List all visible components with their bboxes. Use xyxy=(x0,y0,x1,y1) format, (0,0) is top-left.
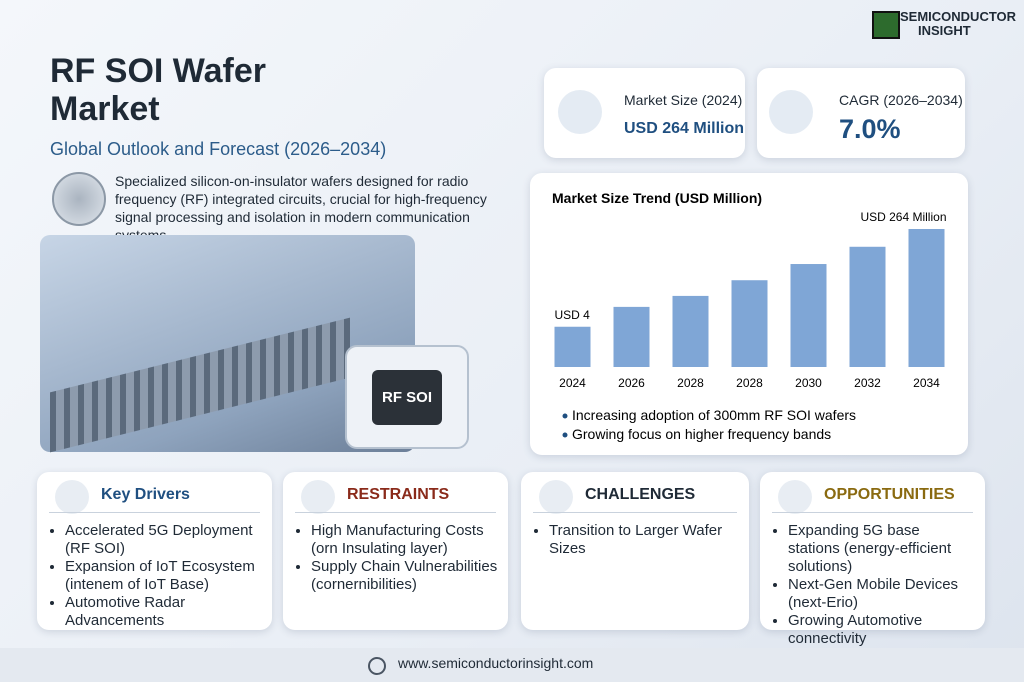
subtitle: Global Outlook and Forecast (2026–2034) xyxy=(50,139,387,159)
divider xyxy=(49,512,260,513)
bar xyxy=(731,280,768,367)
logo: SEMICONDUCTOR INSIGHT xyxy=(900,10,1016,38)
card-item: Growing Automotive connectivity xyxy=(788,612,975,648)
card-icon xyxy=(55,480,89,514)
stat-icon xyxy=(558,90,602,134)
bar xyxy=(672,295,709,367)
bar xyxy=(613,306,650,367)
chip-label: RF SOI xyxy=(372,369,442,425)
stat-label: CAGR (2026–2034) xyxy=(839,92,963,108)
chart-panel: Market Size Trend (USD Million) 2024 2026… xyxy=(530,173,968,455)
card: OPPORTUNITIES Expanding 5G base stations … xyxy=(760,472,985,647)
stat-label: Market Size (2024) xyxy=(624,92,743,108)
x-tick-label: 2028 xyxy=(736,376,763,390)
card-title: CHALLENGES xyxy=(585,486,696,503)
card-list: High Manufacturing Costs (orn Insulating… xyxy=(297,522,498,594)
annotation: USD 4 xyxy=(555,308,591,322)
card-item: Expansion of IoT Ecosystem (intenem of I… xyxy=(65,558,262,594)
stat-value: USD 264 Million xyxy=(624,120,745,137)
logo-text: INSIGHT xyxy=(918,23,971,38)
stat-card: CAGR (2026–2034) 7.0% xyxy=(757,68,965,158)
card-item: Accelerated 5G Deployment (RF SOI) xyxy=(65,522,262,558)
x-tick-label: 2024 xyxy=(559,376,586,390)
card-list: Accelerated 5G Deployment (RF SOI)Expans… xyxy=(51,522,262,630)
divider xyxy=(533,512,737,513)
card-item: Automotive Radar Advancements xyxy=(65,594,262,630)
card-item: Supply Chain Vulnerabilities (cornernibi… xyxy=(311,558,498,594)
note: Growing focus on higher frequency bands xyxy=(572,426,831,442)
card-item: Next-Gen Mobile Devices (next-Erio) xyxy=(788,576,975,612)
bar xyxy=(554,326,591,367)
logo-text: SEMICONDUCTOR xyxy=(900,9,1017,24)
card-list: Expanding 5G base stations (energy-effic… xyxy=(774,522,975,648)
card-icon xyxy=(778,480,812,514)
card-item: Transition to Larger Wafer Sizes xyxy=(549,522,739,558)
stat-value: 7.0% xyxy=(839,114,901,144)
note: Increasing adoption of 300mm RF SOI wafe… xyxy=(572,407,856,423)
x-tick-label: 2034 xyxy=(913,376,940,390)
footer-url: www.semiconductorinsight.com xyxy=(398,655,594,671)
card: CHALLENGES Transition to Larger Wafer Siz… xyxy=(521,472,749,630)
bar xyxy=(849,246,886,367)
bullet xyxy=(562,432,568,438)
divider xyxy=(772,512,973,513)
footer: www.semiconductorinsight.com xyxy=(0,648,1024,682)
card-title: OPPORTUNITIES xyxy=(824,486,955,503)
globe-icon xyxy=(368,657,386,675)
card-icon xyxy=(539,480,573,514)
logo-icon xyxy=(872,11,900,39)
card: Key Drivers Accelerated 5G Deployment (RF… xyxy=(37,472,272,630)
x-tick-label: 2028 xyxy=(677,376,704,390)
card-list: Transition to Larger Wafer Sizes xyxy=(535,522,739,558)
chip-frame: RF SOI xyxy=(345,345,469,449)
stat-icon xyxy=(769,90,813,134)
divider xyxy=(295,512,496,513)
conveyor xyxy=(50,317,350,453)
card-item: Expanding 5G base stations (energy-effic… xyxy=(788,522,975,576)
x-tick-label: 2032 xyxy=(854,376,881,390)
chart-title: Market Size Trend (USD Million) xyxy=(552,190,762,206)
card-title: Key Drivers xyxy=(101,486,190,503)
card: RESTRAINTS High Manufacturing Costs (orn … xyxy=(283,472,508,630)
card-title: RESTRAINTS xyxy=(347,486,450,503)
card-icon xyxy=(301,480,335,514)
bar xyxy=(908,229,945,367)
illustration: RF SOI xyxy=(40,235,469,453)
wafer-icon xyxy=(52,172,106,226)
x-tick-label: 2030 xyxy=(795,376,822,390)
annotation: USD 264 Million xyxy=(860,210,946,224)
card-item: High Manufacturing Costs (orn Insulating… xyxy=(311,522,498,558)
x-tick-label: 2026 xyxy=(618,376,645,390)
title: RF SOI Wafer Market xyxy=(50,52,266,128)
description: Specialized silicon-on-insulator wafers … xyxy=(115,173,487,243)
bullet xyxy=(562,413,568,419)
stat-card: Market Size (2024) USD 264 Million xyxy=(544,68,745,158)
chart: Market Size Trend (USD Million) 2024 2026… xyxy=(552,190,947,442)
bar xyxy=(790,264,827,367)
